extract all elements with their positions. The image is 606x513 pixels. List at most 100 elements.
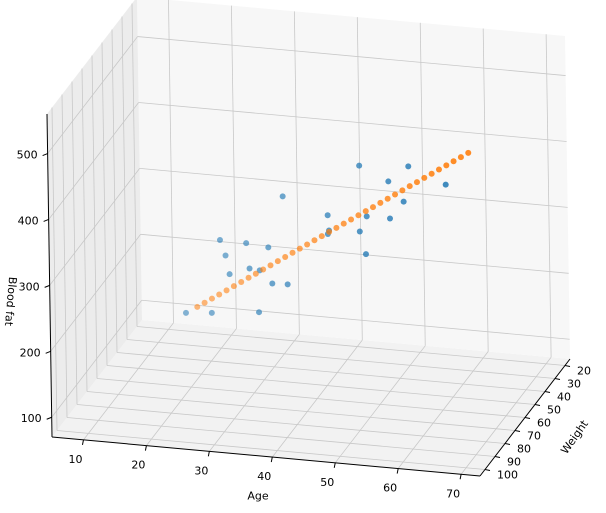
z-tick-label: 500: [17, 149, 38, 162]
y-tick-label: 20: [577, 365, 591, 378]
y-axis-label: Weight: [558, 417, 591, 456]
y-tick: [494, 456, 501, 458]
x-tick-label: 20: [131, 459, 145, 472]
grid-line: [66, 417, 496, 457]
point: [355, 212, 362, 219]
x-tick: [396, 468, 399, 474]
point: [324, 212, 331, 219]
point: [289, 249, 296, 256]
z-tick-label: 400: [18, 214, 39, 227]
grid-line: [482, 28, 489, 352]
x-tick-label: 40: [257, 470, 271, 483]
point: [387, 215, 394, 222]
point: [274, 258, 281, 265]
point: [182, 309, 189, 316]
point: [385, 178, 392, 185]
grid-line: [50, 234, 141, 352]
y-tick-label: 80: [517, 443, 531, 456]
point: [406, 183, 413, 190]
z-tick: [44, 284, 50, 288]
back-pane: [137, 0, 570, 359]
point: [282, 253, 289, 260]
grid-line: [137, 36, 566, 76]
point: [377, 199, 384, 206]
point: [208, 309, 215, 316]
point: [399, 187, 406, 194]
z-axis-label: Blood fat: [2, 276, 19, 327]
z-tick: [45, 350, 51, 354]
point: [260, 266, 267, 273]
point: [256, 309, 263, 316]
point: [384, 195, 391, 202]
point: [296, 245, 303, 252]
grid-line: [356, 17, 363, 341]
point: [363, 213, 370, 220]
x-axis-line: [51, 436, 481, 477]
grid-line: [76, 404, 506, 444]
point: [222, 252, 229, 259]
point: [421, 174, 428, 181]
point: [405, 163, 412, 170]
y-tick: [534, 404, 541, 406]
grid-line: [168, 0, 174, 323]
point: [348, 216, 355, 223]
grid-line: [231, 5, 237, 329]
grid-line: [545, 34, 552, 358]
grid-line: [81, 68, 88, 392]
grid-line: [136, 326, 566, 366]
point: [226, 271, 233, 278]
y-tick: [514, 430, 521, 432]
point: [362, 251, 369, 258]
grid-line: [96, 378, 526, 418]
point: [279, 193, 286, 200]
point: [230, 283, 237, 290]
point: [216, 291, 223, 298]
grid-line: [111, 29, 118, 353]
x-axis-label: Age: [247, 490, 269, 503]
point: [443, 162, 450, 169]
y-tick-label: 70: [527, 430, 541, 443]
x-tick: [207, 451, 210, 457]
y-tick-label: 50: [547, 404, 561, 417]
y-tick-label: 40: [557, 391, 571, 404]
y-tick-label: 90: [507, 456, 521, 469]
point: [356, 228, 363, 235]
grid-line: [48, 102, 139, 220]
y-tick-label: 60: [537, 417, 551, 430]
grid-line: [139, 167, 568, 208]
z-tick: [46, 416, 52, 420]
z-tick-label: 200: [20, 346, 41, 359]
z-tick-label: 300: [19, 280, 40, 293]
z-tick: [42, 153, 48, 157]
y-tick-label: 100: [497, 469, 518, 482]
grid-line: [116, 352, 546, 392]
point: [238, 278, 245, 285]
y-tick: [554, 378, 561, 380]
point: [457, 154, 464, 161]
point: [208, 295, 215, 302]
x-tick-label: 50: [320, 476, 334, 489]
point: [304, 241, 311, 248]
grid-line: [126, 339, 556, 379]
point: [333, 224, 340, 231]
z-tick-label: 100: [21, 412, 42, 425]
point: [311, 237, 318, 244]
point: [201, 299, 208, 306]
x-tick: [270, 456, 273, 463]
point: [194, 303, 201, 310]
grid-line: [91, 55, 98, 379]
grid-line: [71, 81, 78, 405]
grid-line: [419, 22, 426, 346]
grid-line: [131, 3, 138, 327]
point: [284, 281, 291, 288]
grid-line: [101, 42, 108, 366]
point: [269, 280, 276, 287]
point: [450, 158, 457, 165]
y-tick: [484, 469, 491, 471]
x-tick: [144, 445, 147, 451]
y-tick-label: 30: [567, 378, 581, 391]
point: [400, 198, 407, 205]
point: [245, 274, 252, 281]
grid-line: [49, 168, 140, 286]
